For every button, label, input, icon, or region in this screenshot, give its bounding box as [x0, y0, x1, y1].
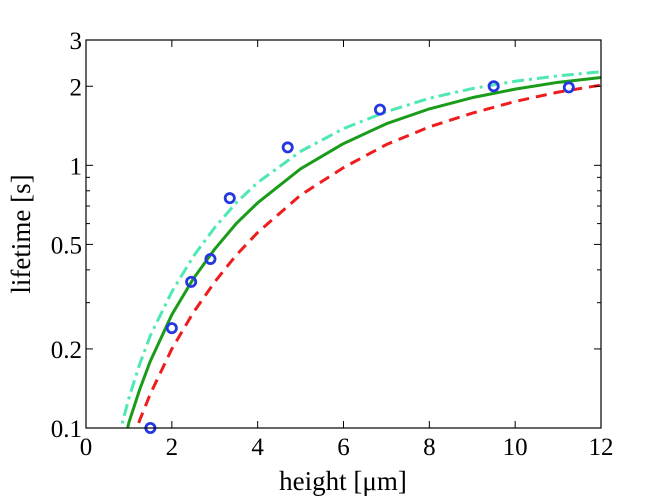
- x-tick-label: 6: [337, 434, 350, 461]
- y-tick-label: 2: [70, 74, 83, 101]
- data-point: [373, 103, 386, 116]
- theory-lower-line: [135, 83, 601, 428]
- x-tick-labels: 0 2 4 6 8 10 12: [80, 434, 614, 461]
- data-point: [487, 80, 500, 93]
- x-tick-label: 4: [251, 434, 264, 461]
- plot-frame: [85, 39, 602, 429]
- theory-upper-line: [119, 70, 601, 428]
- y-tick-labels: 0.1 0.2 0.5 1 2 3: [51, 28, 82, 443]
- data-point: [204, 252, 217, 265]
- y-tick-label: 3: [70, 28, 83, 55]
- data-point: [223, 192, 236, 205]
- data-point: [165, 322, 178, 335]
- y-tick-label: 0.2: [51, 337, 82, 364]
- x-tick-label: 2: [166, 434, 179, 461]
- y-tick-label: 0.1: [51, 416, 82, 443]
- theory-fit-line: [126, 75, 601, 428]
- x-axis-label: height [μm]: [279, 466, 407, 496]
- x-tick-label: 12: [589, 434, 614, 461]
- x-tick-label: 10: [503, 434, 528, 461]
- x-tick-label: 0: [80, 434, 93, 461]
- series-layer: [119, 70, 601, 428]
- y-axis-label: lifetime [s]: [6, 174, 36, 293]
- data-point: [281, 141, 294, 154]
- data-point: [185, 275, 198, 288]
- y-tick-label: 1: [70, 153, 83, 180]
- y-tick-label: 0.5: [51, 232, 82, 259]
- data-point: [562, 81, 575, 94]
- x-tick-label: 8: [423, 434, 436, 461]
